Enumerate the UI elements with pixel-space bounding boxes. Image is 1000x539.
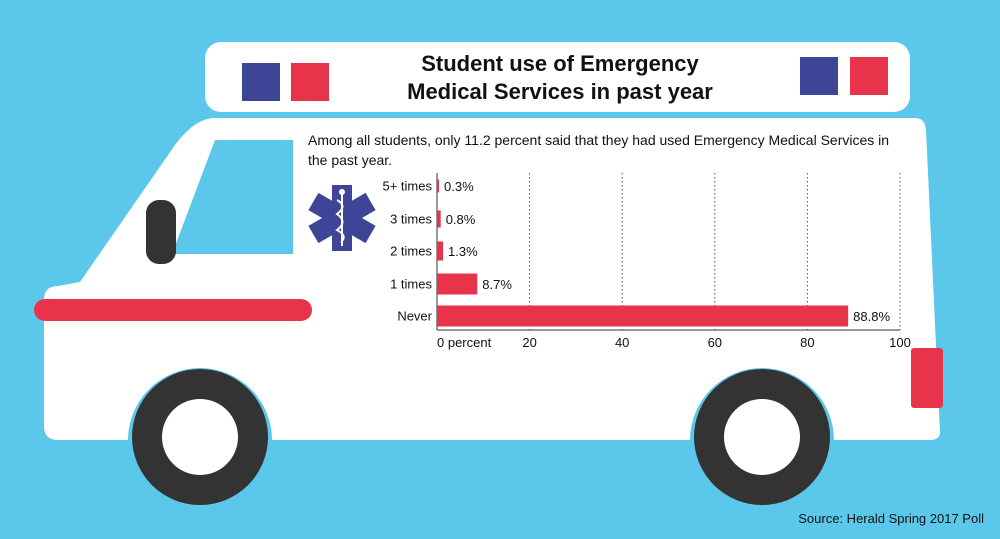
category-label: 3 times (390, 212, 432, 227)
category-label: 5+ times (383, 179, 433, 194)
red-side-stripe (34, 299, 312, 321)
data-label: 8.7% (482, 277, 512, 292)
data-label: 0.3% (444, 179, 474, 194)
x-tick-label: 60 (708, 335, 722, 350)
x-tick-label: 0 percent (437, 335, 492, 350)
data-label: 1.3% (448, 244, 478, 259)
title-line-1: Student use of Emergency (421, 51, 699, 76)
chart-title: Student use of Emergency Medical Service… (380, 50, 740, 106)
data-label: 0.8% (446, 212, 476, 227)
blue-light-right (800, 57, 838, 95)
front-hub (162, 399, 238, 475)
bar (437, 241, 444, 261)
category-label: Never (397, 309, 432, 324)
blue-light-left (242, 63, 280, 101)
roof-light-bar (205, 42, 910, 112)
star-of-life-icon (308, 185, 376, 251)
bar (437, 210, 441, 228)
category-label: 2 times (390, 244, 432, 259)
x-tick-label: 100 (889, 335, 911, 350)
title-line-2: Medical Services in past year (407, 79, 713, 104)
bar (437, 305, 849, 327)
x-tick-label: 20 (522, 335, 536, 350)
red-light-left (291, 63, 329, 101)
x-tick-label: 40 (615, 335, 629, 350)
data-label: 88.8% (853, 309, 890, 324)
intro-text: Among all students, only 11.2 percent sa… (308, 132, 890, 168)
red-light-right (850, 57, 888, 95)
category-label: 1 times (390, 277, 432, 292)
cab-window (172, 140, 293, 254)
x-tick-label: 80 (800, 335, 814, 350)
tail-light (911, 348, 943, 408)
bar (437, 179, 439, 193)
bar (437, 273, 478, 295)
source-note: Source: Herald Spring 2017 Poll (798, 511, 984, 526)
side-mirror (146, 200, 176, 264)
rear-hub (724, 399, 800, 475)
